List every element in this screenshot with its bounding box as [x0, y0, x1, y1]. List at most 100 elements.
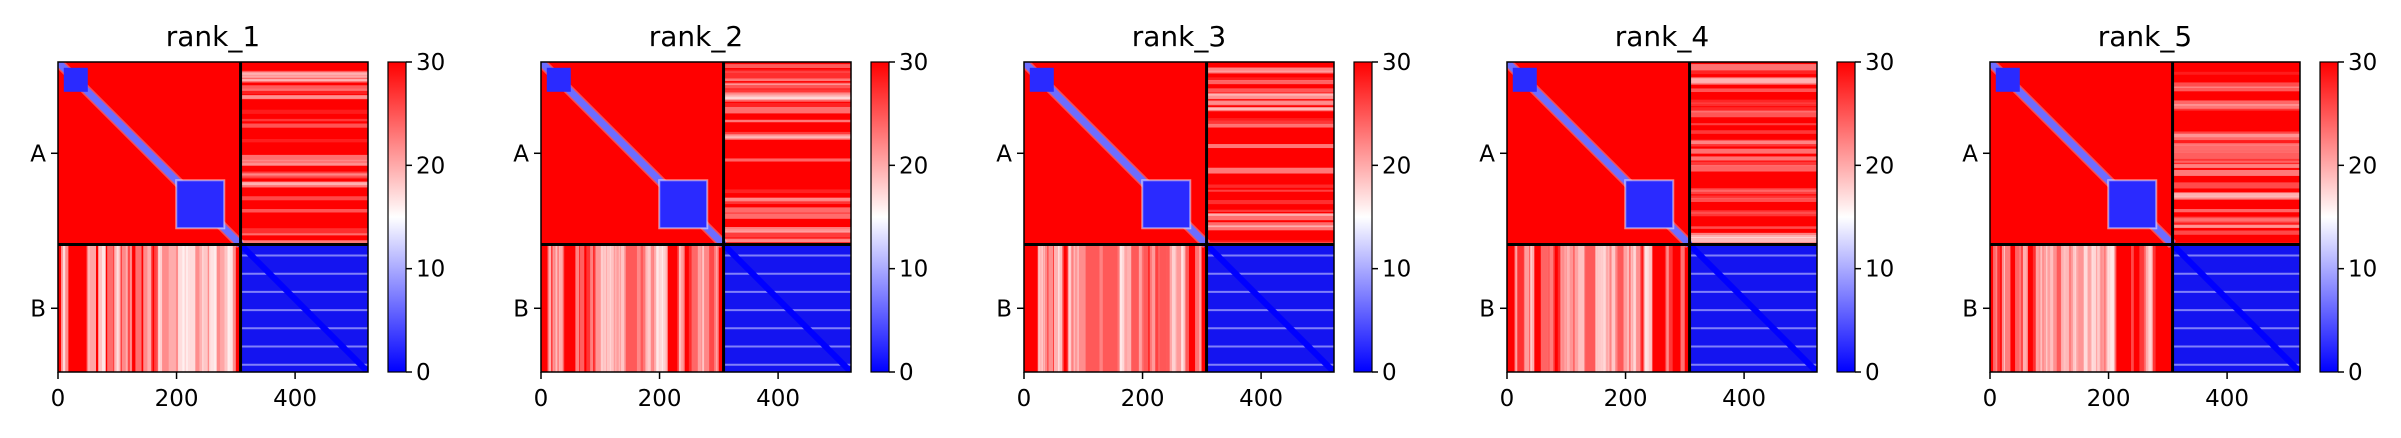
stripe	[2172, 160, 2300, 164]
stripe	[1206, 70, 1334, 74]
stripe	[723, 78, 851, 82]
panel-title: rank_1	[166, 20, 260, 53]
x-tick-label: 0	[1500, 386, 1515, 412]
stripe	[1578, 244, 1585, 372]
stripe	[2092, 244, 2096, 372]
stripe	[1603, 244, 1608, 372]
domain-1	[1029, 67, 1054, 92]
stripe	[240, 175, 368, 178]
stripe	[723, 119, 851, 123]
stripe	[1689, 77, 1817, 84]
colorbar-tick-label: 0	[1382, 360, 1397, 386]
stripe	[1564, 244, 1570, 372]
y-tick-label: A	[996, 141, 1012, 167]
stripe	[1195, 244, 1201, 372]
stripe	[1176, 244, 1184, 372]
stripe	[116, 244, 120, 372]
domain-2	[2108, 180, 2157, 229]
stripe	[1540, 244, 1548, 372]
stripe	[1689, 148, 1817, 154]
stripe	[723, 106, 851, 114]
colorbar-tick-label: 10	[416, 257, 445, 283]
stripe	[1206, 93, 1334, 96]
stripe	[1566, 244, 1574, 372]
stripe	[240, 95, 368, 100]
x-tick-label: 400	[756, 386, 800, 412]
stripe	[240, 209, 368, 213]
stripe	[2035, 244, 2043, 372]
colorbar-tick-label: 0	[899, 360, 914, 386]
stripe	[101, 244, 106, 372]
stripe	[1524, 244, 1532, 372]
stripe	[2063, 244, 2072, 372]
stripe	[1664, 244, 1673, 372]
stripe	[1993, 244, 1998, 372]
pale-band	[1560, 244, 1632, 372]
stripe	[723, 131, 851, 138]
plot-frame	[1989, 61, 2301, 373]
stripe	[656, 244, 661, 372]
stripe	[723, 97, 851, 102]
stripe	[1689, 78, 1817, 85]
stripe	[1644, 244, 1650, 372]
stripe	[240, 154, 368, 161]
stripe	[615, 244, 620, 372]
stripe	[1689, 99, 1817, 104]
stripe	[2172, 104, 2300, 109]
stripe	[125, 244, 132, 372]
stripe	[2032, 244, 2039, 372]
stripe	[1689, 123, 1817, 126]
domain-2-edge	[175, 179, 226, 230]
x-tick-label: 400	[1722, 386, 1766, 412]
stripe	[1119, 244, 1127, 372]
stripe	[88, 244, 96, 372]
stripe	[723, 239, 851, 243]
domain-2-edge	[1141, 179, 1192, 230]
stripe	[1607, 244, 1610, 372]
stripe	[1206, 70, 1334, 73]
stripe	[1206, 240, 1334, 246]
stripe	[558, 244, 565, 372]
stripe	[2172, 218, 2300, 224]
stripe	[1609, 244, 1618, 372]
x-tick-label: 400	[1239, 386, 1283, 412]
x-tick-label: 0	[51, 386, 66, 412]
stripe	[154, 244, 157, 372]
stripe	[606, 244, 614, 372]
stripe	[1149, 244, 1156, 372]
stripe	[723, 227, 851, 233]
stripe	[1689, 165, 1817, 172]
stripe	[1689, 110, 1817, 118]
heatmap-rank_2	[541, 62, 851, 372]
x-tick-label: 0	[534, 386, 549, 412]
stripe	[1206, 93, 1334, 100]
stripe	[2143, 244, 2151, 372]
stripe	[1151, 244, 1160, 372]
domain-2	[176, 180, 225, 229]
plot-frame	[1023, 61, 1335, 373]
stripe	[240, 118, 368, 122]
panel-rank_3: rank_3 A B 0 200 400 0 10 20 30	[996, 20, 1411, 412]
stripe	[1206, 93, 1334, 99]
stripe	[1037, 244, 1041, 372]
stripe	[1206, 80, 1334, 85]
stripe	[1689, 235, 1817, 242]
stripe	[2046, 244, 2054, 372]
stripe	[2060, 244, 2069, 372]
stripe	[114, 244, 122, 372]
x-tick-label: 200	[638, 386, 682, 412]
stripe	[1689, 195, 1817, 199]
stripe	[1995, 244, 2001, 372]
stripe	[1643, 244, 1650, 372]
stripe	[2172, 169, 2300, 176]
stripe	[1689, 156, 1817, 161]
stripe	[723, 197, 851, 200]
stripe	[1689, 70, 1817, 75]
stripe	[656, 244, 663, 372]
colorbar-tick-label: 0	[1865, 360, 1880, 386]
stripe	[696, 244, 702, 372]
stripe	[86, 244, 90, 372]
stripe	[723, 197, 851, 202]
stripe	[714, 244, 717, 372]
stripe	[1689, 232, 1817, 238]
